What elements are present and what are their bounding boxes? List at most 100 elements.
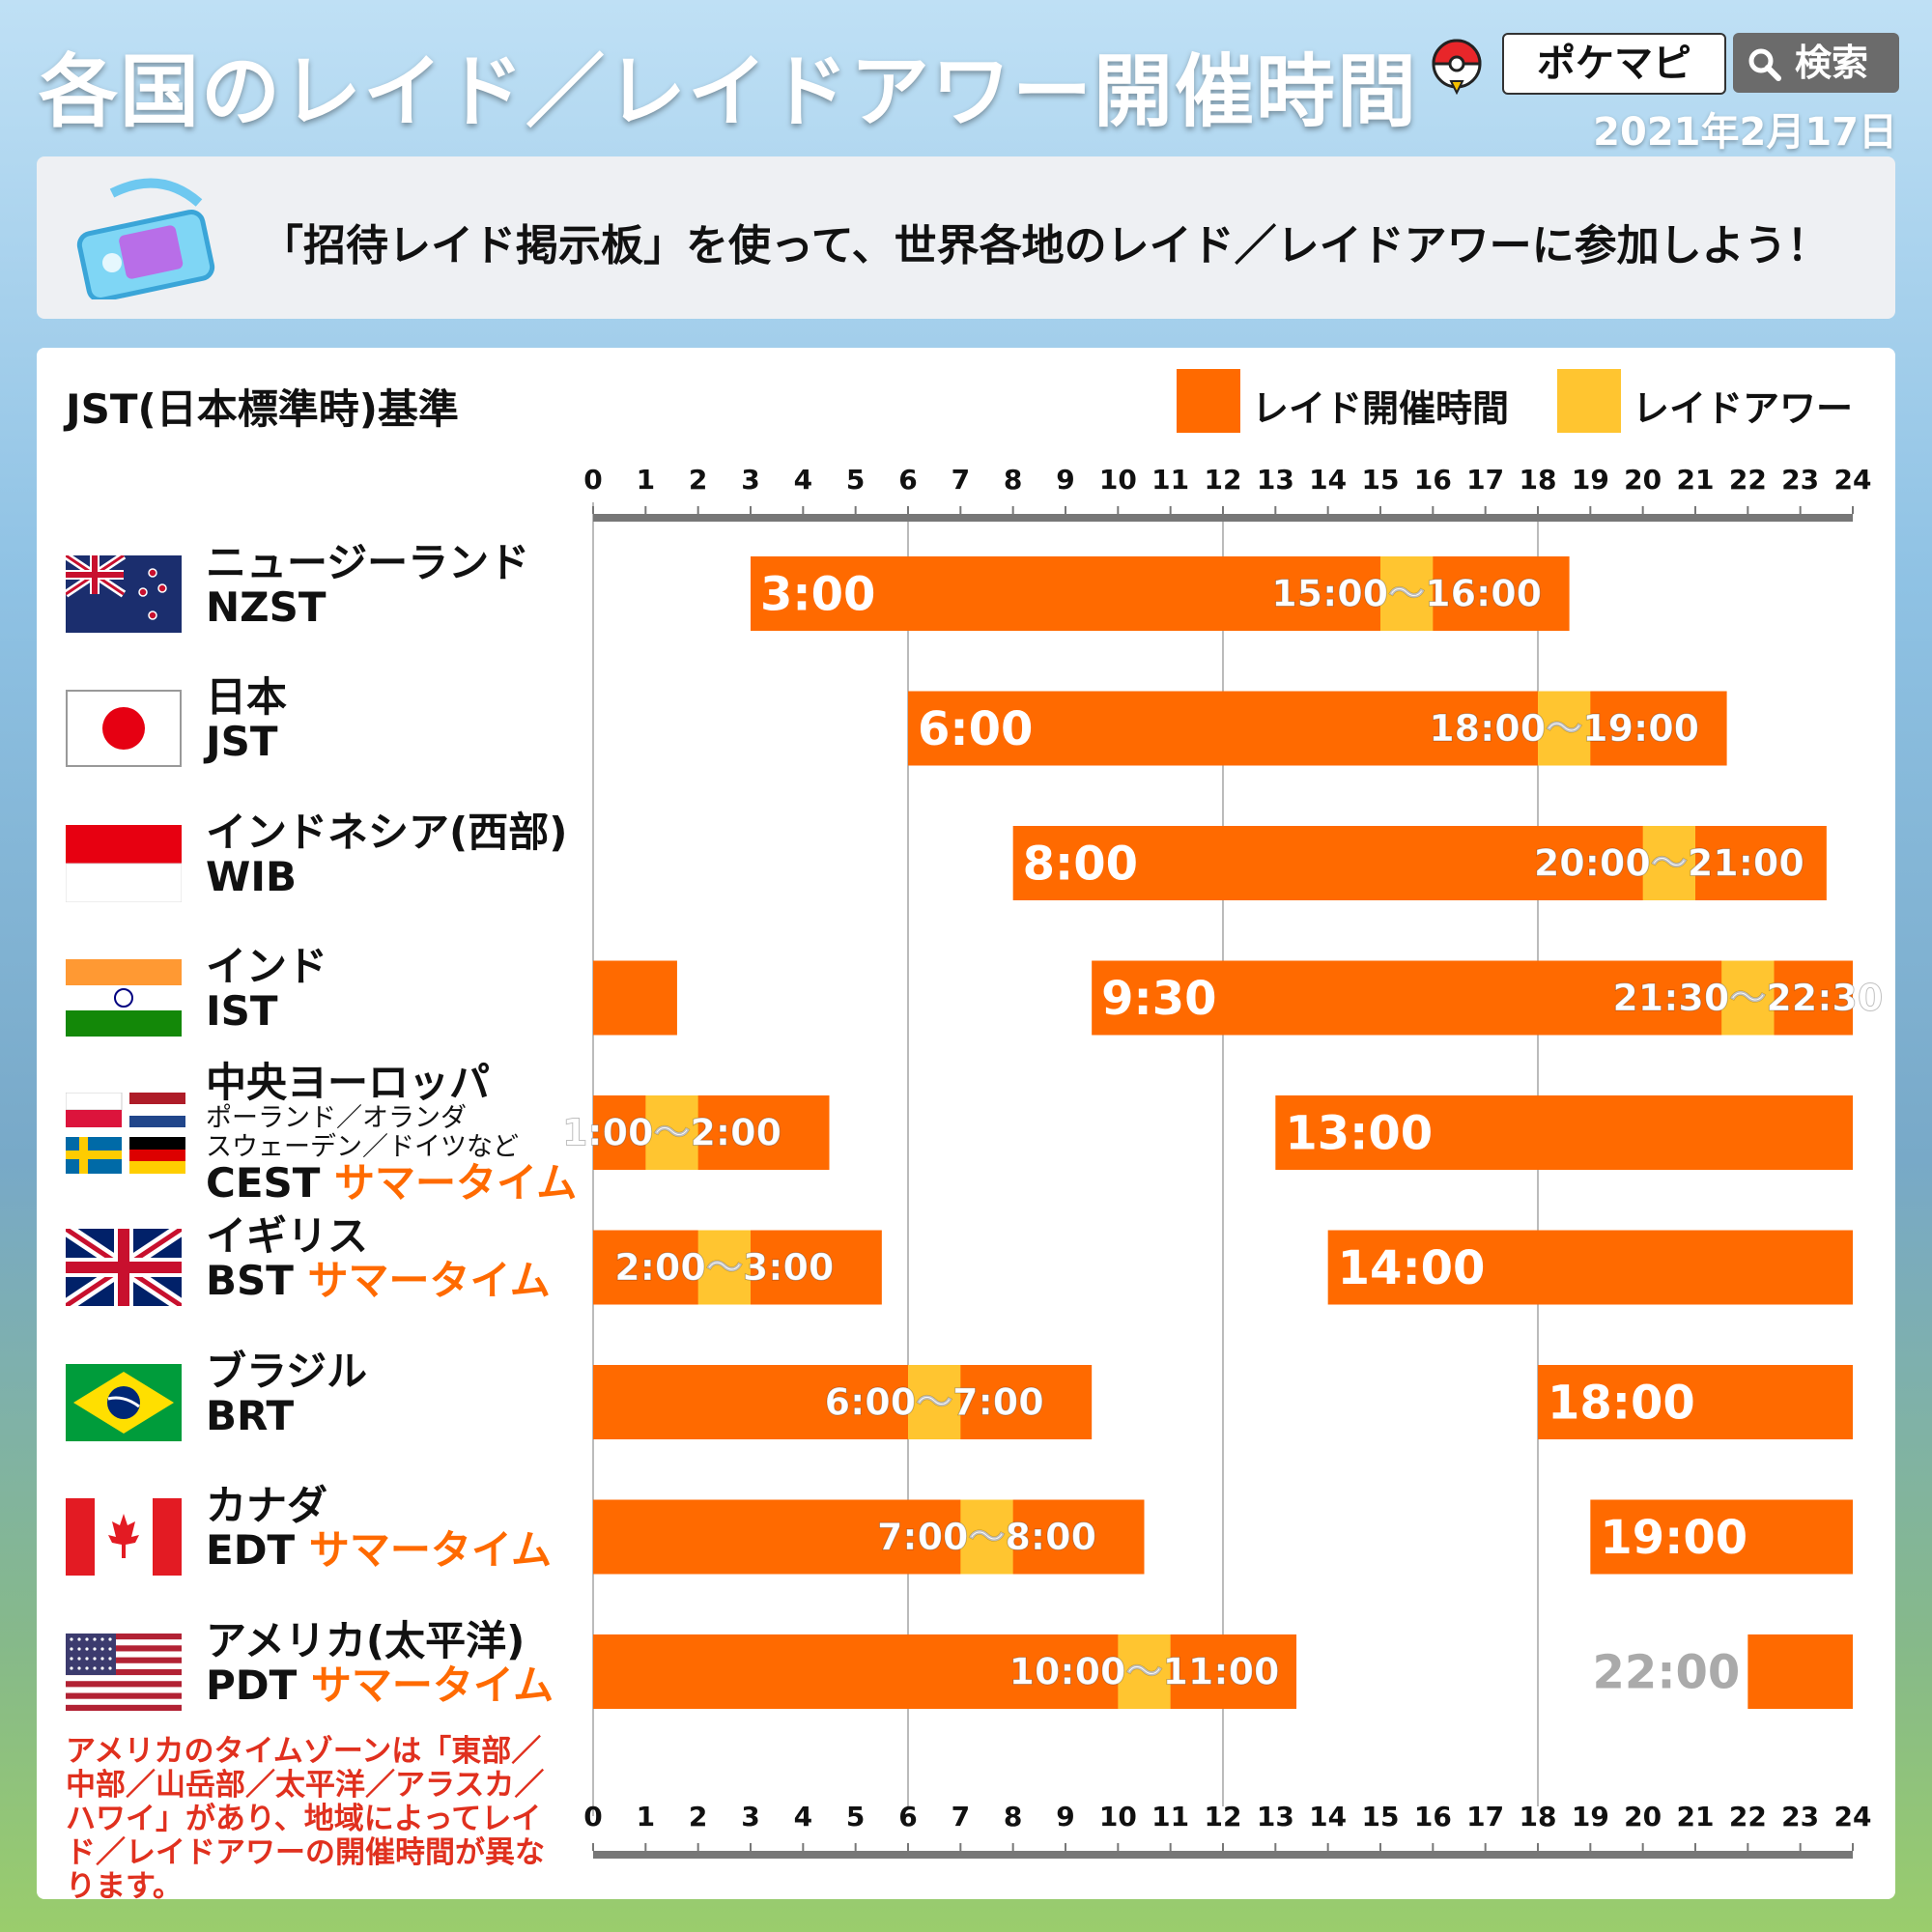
timezone-code: BRT <box>206 1391 295 1439</box>
timezone-label: CEST サマータイム <box>206 1158 578 1207</box>
timezone-code: JST <box>206 718 278 765</box>
top-axis-tick-label: 15 <box>1362 464 1400 496</box>
timezone-label: IST <box>206 990 278 1033</box>
timezone-code: PDT <box>206 1661 311 1709</box>
summer-time-label: サマータイム <box>308 1526 552 1574</box>
remote-raid-pass-icon <box>54 174 238 303</box>
top-axis-tick-label: 22 <box>1729 464 1767 496</box>
bottom-axis-tick-label: 7 <box>952 1801 970 1833</box>
raid-hour-label: 2:00〜3:00 <box>614 1246 834 1289</box>
raid-hour-bar <box>1118 1634 1171 1709</box>
raid-hour-bar <box>645 1095 698 1170</box>
invite-banner[interactable]: 「招待レイド掲示板」を使って、世界各地のレイド／レイドアワーに参加しよう！ <box>37 156 1895 319</box>
raid-bar <box>593 1499 1145 1575</box>
top-axis-tick-label: 6 <box>898 464 917 496</box>
summer-time-label: サマータイム <box>310 1661 554 1709</box>
timezone-code: IST <box>206 987 278 1035</box>
timezone-label: PDT サマータイム <box>206 1661 554 1709</box>
raid-bar <box>1590 1499 1853 1575</box>
raid-start-label: 19:00 <box>1600 1511 1747 1565</box>
raid-hour-label: 1:00〜2:00 <box>562 1112 781 1154</box>
country-sub-label: スウェーデン／ドイツなど <box>206 1131 519 1162</box>
timezone-label: WIB <box>206 852 297 900</box>
raid-bar <box>1538 1365 1853 1439</box>
top-axis-tick-label: 10 <box>1099 464 1137 496</box>
summer-time-label: サマータイム <box>307 1257 551 1304</box>
raid-hour-bar <box>908 1365 961 1439</box>
bottom-axis-tick-label: 1 <box>637 1801 655 1833</box>
summer-time-label: サマータイム <box>334 1158 578 1207</box>
timezone-label: BRT <box>206 1391 295 1439</box>
raid-hour-bar <box>697 1230 751 1305</box>
raid-hour-bar <box>1721 960 1775 1036</box>
bottom-axis-tick-label: 8 <box>1004 1801 1022 1833</box>
timezone-label: BST サマータイム <box>206 1260 551 1302</box>
bottom-axis-tick-label: 14 <box>1309 1801 1347 1833</box>
legend-raid-hour-label: レイドアワー <box>1633 387 1854 430</box>
timezone-code: WIB <box>206 852 297 900</box>
raid-start-label: 22:00 <box>1593 1646 1741 1700</box>
bottom-axis-tick-label: 18 <box>1520 1801 1557 1833</box>
eu-flags-icon <box>65 1092 185 1178</box>
raid-hour-bar <box>960 1499 1013 1575</box>
bottom-axis-tick-label: 4 <box>794 1801 812 1833</box>
raid-schedule-chart: 0 1 2 3 4 5 6 7 8 9 10 11 12 13 14 15 16 17 18 19 20 21 22 23 24… <box>561 464 1884 1859</box>
nz-flag-icon <box>63 552 182 637</box>
raid-bar <box>593 1095 830 1170</box>
ca-flag-icon <box>66 1498 182 1579</box>
pokemapi-logo-icon <box>1422 33 1495 96</box>
legend-raid-label: レイド開催時間 <box>1252 387 1510 430</box>
chart-panel: JST(日本標準時)基準 レイド開催時間 レイドアワー 0 1 2 3 4 5 6 7 8 9 10… <box>37 348 1895 1904</box>
bottom-axis-tick-label: 2 <box>689 1801 707 1833</box>
bottom-axis-tick-label: 13 <box>1257 1801 1294 1833</box>
timezone-label: NZST <box>206 585 327 629</box>
search-button[interactable]: 検索 <box>1733 33 1899 93</box>
raid-start-label: 14:00 <box>1338 1241 1486 1295</box>
us-flag-icon <box>66 1633 182 1715</box>
country-name: イギリス <box>206 1212 369 1260</box>
raid-hour-label: 21:30〜22:30 <box>1612 977 1883 1019</box>
bottom-axis-tick-label: 23 <box>1781 1801 1819 1833</box>
country-name: カナダ <box>206 1482 328 1529</box>
top-axis-tick-label: 4 <box>794 464 812 496</box>
bottom-axis-tick-label: 21 <box>1677 1801 1715 1833</box>
top-axis-tick-label: 7 <box>952 464 970 496</box>
top-axis-tick-label: 20 <box>1624 464 1662 496</box>
top-axis-tick-label: 21 <box>1677 464 1715 496</box>
top-axis-tick-label: 18 <box>1520 464 1557 496</box>
raid-hour-label: 18:00〜19:00 <box>1429 707 1699 750</box>
top-axis-tick-label: 19 <box>1572 464 1609 496</box>
top-axis-tick-label: 3 <box>741 464 759 496</box>
date-label: 2021年2月17日 <box>1593 110 1897 155</box>
bottom-axis-bar <box>593 1851 1853 1859</box>
id-flag-icon <box>65 824 183 906</box>
bottom-axis-tick-label: 16 <box>1414 1801 1452 1833</box>
top-axis-bar <box>593 514 1853 522</box>
raid-hour-bar <box>1642 826 1695 900</box>
raid-hour-bar <box>1380 556 1434 631</box>
top-axis-tick-label: 8 <box>1004 464 1022 496</box>
timezone-label: EDT サマータイム <box>206 1529 552 1572</box>
raid-bar <box>1747 1634 1853 1709</box>
jp-flag-icon <box>66 690 182 771</box>
country-name: アメリカ(太平洋) <box>206 1616 526 1664</box>
bottom-axis-tick-label: 20 <box>1624 1801 1662 1833</box>
raid-hour-label: 15:00〜16:00 <box>1271 573 1542 615</box>
br-flag-icon <box>66 1363 182 1445</box>
timezone-code: CEST <box>206 1158 335 1207</box>
bottom-axis-tick-label: 12 <box>1205 1801 1242 1833</box>
brand-name[interactable]: ポケマピ <box>1502 33 1726 95</box>
bottom-axis-tick-label: 15 <box>1362 1801 1400 1833</box>
top-axis-tick-label: 11 <box>1151 464 1189 496</box>
top-axis-tick-label: 12 <box>1205 464 1242 496</box>
bottom-axis-tick-label: 5 <box>846 1801 865 1833</box>
top-axis-tick-label: 17 <box>1466 464 1504 496</box>
top-axis-tick-label: 24 <box>1834 464 1872 496</box>
bottom-axis-tick-label: 22 <box>1729 1801 1767 1833</box>
raid-hour-label: 6:00〜7:00 <box>825 1381 1044 1424</box>
top-axis-tick-label: 13 <box>1257 464 1294 496</box>
bottom-axis-tick-label: 9 <box>1056 1801 1074 1833</box>
bottom-axis-tick-label: 6 <box>898 1801 917 1833</box>
top-axis-tick-label: 5 <box>846 464 865 496</box>
raid-bar <box>593 1634 1297 1709</box>
